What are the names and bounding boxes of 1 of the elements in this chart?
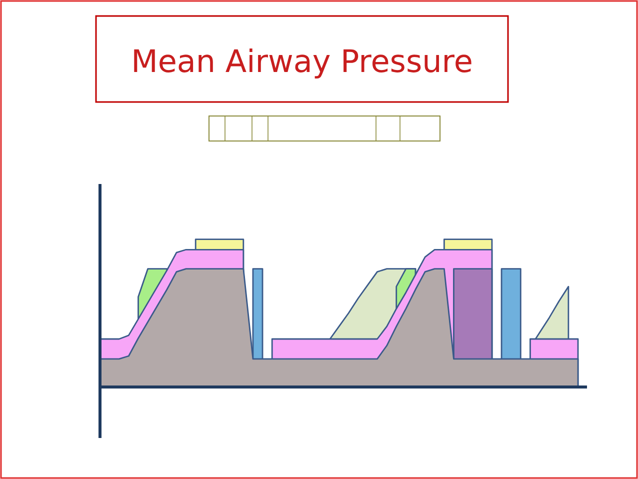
- chart-title: Mean Airway Pressure: [131, 44, 473, 80]
